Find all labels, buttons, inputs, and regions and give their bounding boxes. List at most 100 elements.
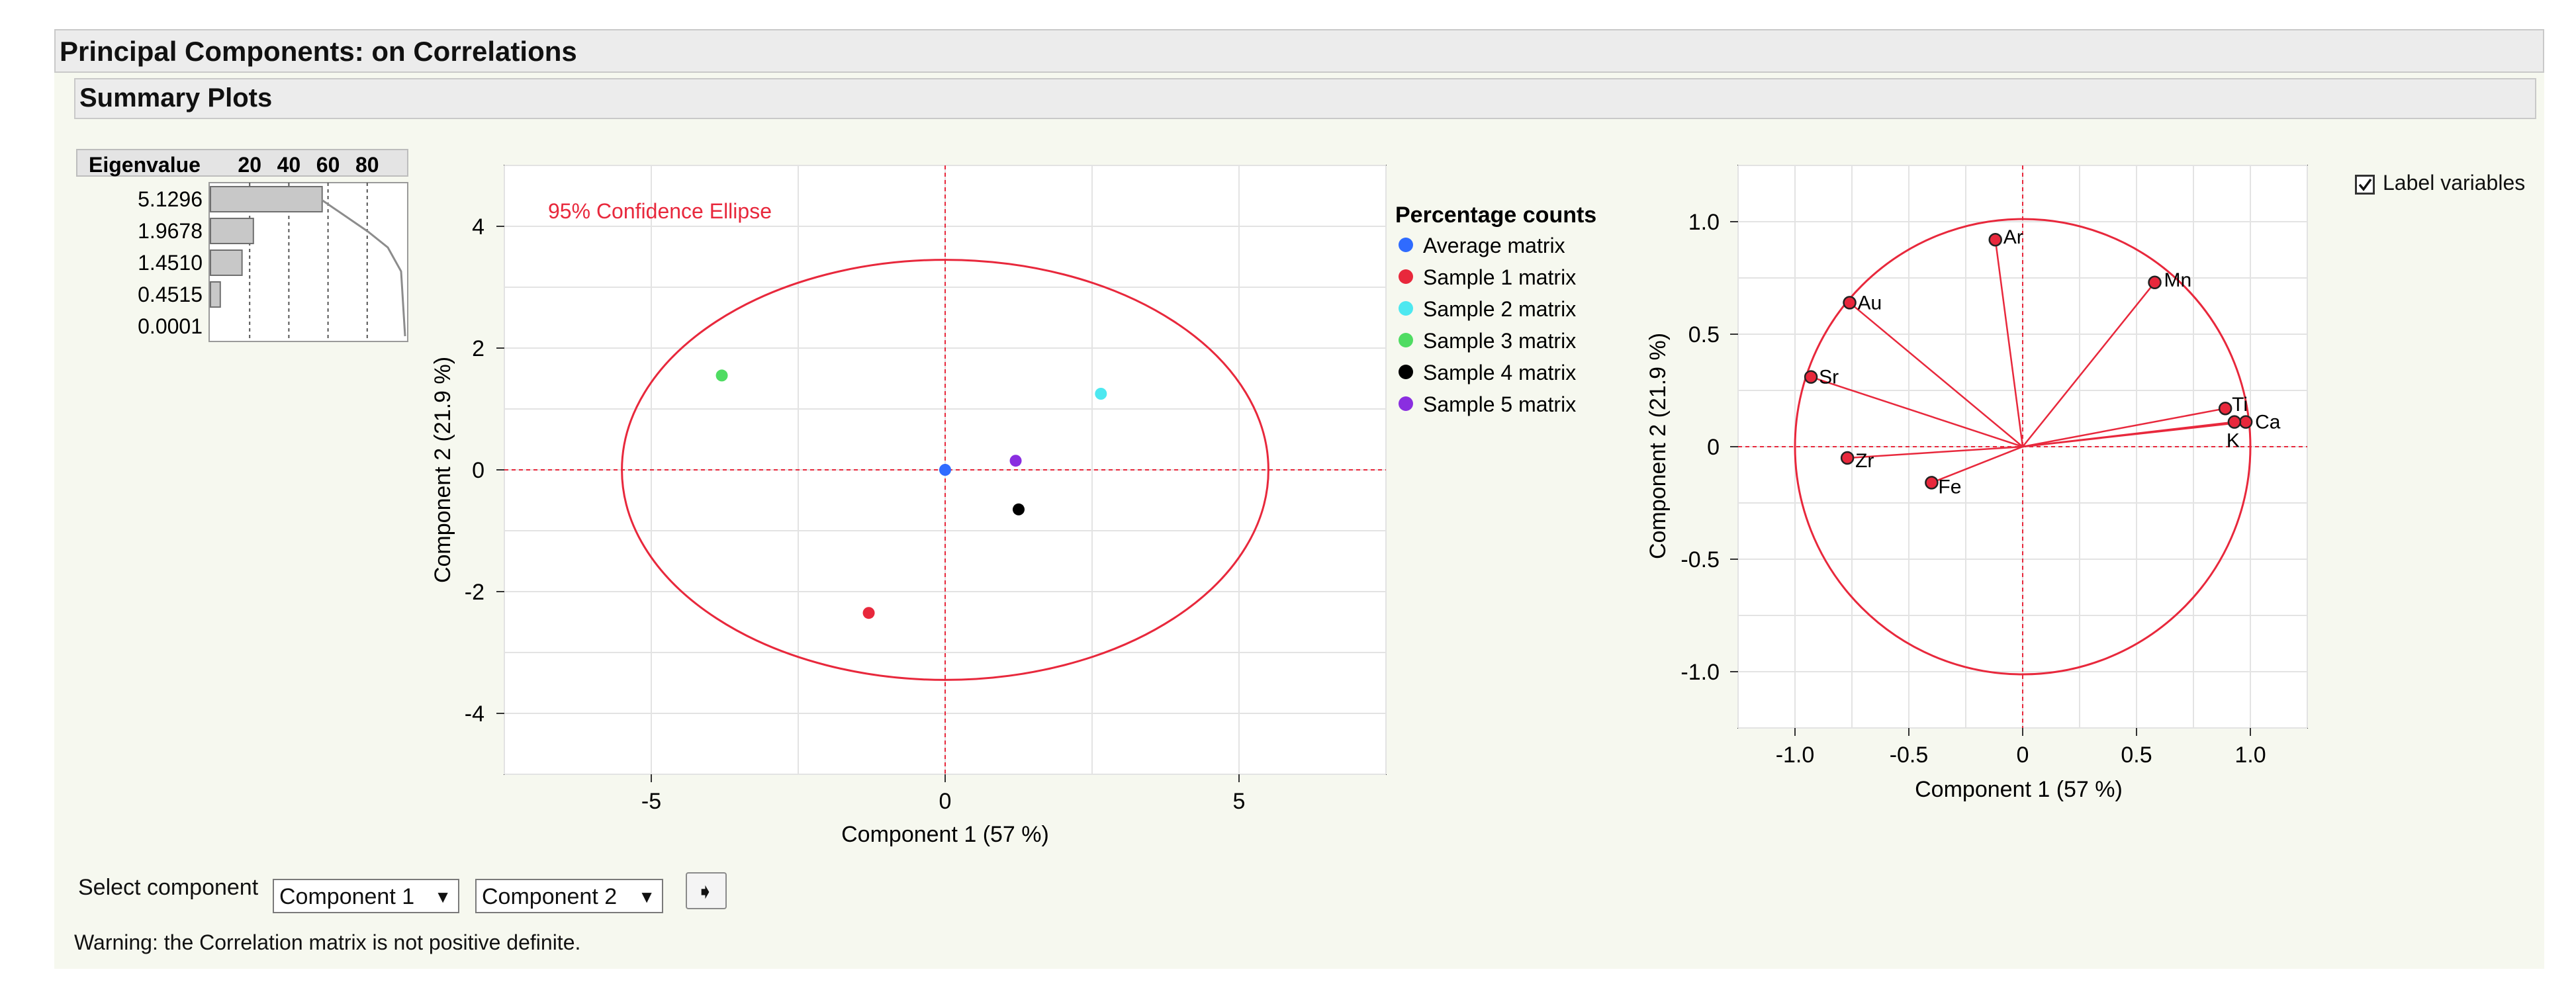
- variable-label: Fe: [1938, 476, 1961, 498]
- eigen-bar: [210, 218, 254, 244]
- loading-vector: [1810, 376, 2023, 448]
- legend-title: Percentage counts: [1395, 202, 1596, 228]
- y-tick-label: 0: [1707, 435, 1720, 460]
- variable-label: Ca: [2255, 412, 2281, 433]
- unit-circle: [1794, 218, 2252, 676]
- variable-label: Au: [1858, 292, 1882, 314]
- eigen-tick-label: 60: [316, 153, 340, 177]
- ellipse-annotation: 95% Confidence Ellipse: [548, 199, 772, 223]
- score-x-label: Component 1 (57 %): [841, 822, 1049, 847]
- component-x-select[interactable]: Component 1 ▼: [273, 879, 459, 913]
- legend-item-label: Sample 1 matrix: [1423, 265, 1576, 289]
- label-variables-label: Label variables: [2383, 171, 2526, 195]
- y-tick-label: -4: [465, 701, 484, 727]
- variable-label: Mn: [2164, 269, 2192, 291]
- legend-marker: [1399, 301, 1413, 316]
- section-title: Principal Components: on Correlations: [60, 36, 577, 67]
- y-tick-label: 1.0: [1688, 210, 1720, 235]
- loading-point: [1804, 370, 1818, 384]
- eigenvalue-chart: Eigenvalue 20 40 60 80 5.1296 1.9678 1.4510 0.…: [76, 149, 408, 342]
- legend-item-label: Sample 5 matrix: [1423, 392, 1576, 416]
- variable-label: Zr: [1855, 450, 1874, 472]
- loading-x-label: Component 1 (57 %): [1915, 777, 2123, 802]
- score-point: [715, 369, 728, 382]
- x-tick-label: -0.5: [1890, 742, 1929, 768]
- loading-point: [2238, 415, 2253, 429]
- warning-message: Warning: the Correlation matrix is not p…: [74, 930, 581, 954]
- y-tick-label: 4: [472, 214, 484, 240]
- loading-vector: [1931, 445, 2023, 484]
- eigen-tick-label: 80: [355, 153, 379, 177]
- legend-marker: [1399, 269, 1413, 284]
- component-y-select[interactable]: Component 2 ▼: [475, 879, 663, 913]
- component-x-value: Component 1: [279, 884, 415, 909]
- apply-components-button[interactable]: ➧: [686, 872, 727, 909]
- eigenvalue: 0.4515: [138, 283, 203, 306]
- chevron-down-icon: ▼: [638, 887, 655, 907]
- x-tick-label: 5: [1233, 789, 1246, 814]
- score-point: [1009, 455, 1022, 467]
- loading-point: [2148, 275, 2162, 290]
- arrow-right-icon: ➧: [696, 879, 714, 903]
- select-component-label: Select component: [78, 875, 259, 900]
- eigen-bar: [210, 249, 243, 276]
- loading-point: [1843, 296, 1857, 310]
- legend-marker: [1399, 333, 1413, 347]
- loading-plot: -1.0 -0.5 0 0.5 1.0 1.0 0.5 0 -0.5 -1.0 Ar Mn Au Sr T…: [1645, 165, 2308, 802]
- loading-vector: [1849, 302, 2023, 447]
- loading-point: [1925, 476, 1939, 490]
- eigen-header-bg: [76, 149, 408, 177]
- legend-marker: [1399, 365, 1413, 379]
- legend-marker: [1399, 396, 1413, 411]
- checkmark-icon: [2358, 178, 2372, 191]
- variable-label: Ti: [2232, 394, 2248, 416]
- y-tick-label: 2: [472, 336, 484, 361]
- legend-marker: [1399, 238, 1413, 252]
- loading-vector: [2022, 282, 2156, 447]
- component-y-value: Component 2: [482, 884, 618, 909]
- score-point: [862, 607, 875, 619]
- variable-label: Ar: [2003, 226, 2023, 248]
- eigen-header: Eigenvalue: [89, 153, 201, 177]
- eigen-tick-label: 20: [238, 153, 261, 177]
- legend-item-label: Sample 3 matrix: [1423, 329, 1576, 353]
- subsection-title: Summary Plots: [79, 83, 273, 112]
- x-tick-label: 0: [2017, 742, 2029, 768]
- y-tick-label: -0.5: [1680, 547, 1720, 572]
- y-tick-label: -2: [465, 580, 484, 605]
- section-header[interactable]: Principal Components: on Correlations: [54, 29, 2544, 73]
- x-tick-label: -1.0: [1776, 742, 1815, 768]
- legend-item-label: Sample 4 matrix: [1423, 361, 1576, 384]
- loading-point: [1840, 451, 1855, 465]
- eigenvalue: 1.9678: [138, 219, 203, 243]
- subsection-header[interactable]: Summary Plots: [74, 78, 2536, 119]
- loading-point: [1988, 232, 2002, 247]
- loading-vector: [2022, 421, 2235, 448]
- loading-point: [2218, 401, 2232, 416]
- eigenvalue: 0.0001: [138, 314, 203, 338]
- variable-label: Sr: [1819, 367, 1839, 388]
- x-tick-label: 1.0: [2234, 742, 2266, 768]
- y-tick-label: -1.0: [1680, 660, 1720, 685]
- y-tick-label: 0.5: [1688, 322, 1720, 347]
- x-tick-label: 0.5: [2121, 742, 2152, 768]
- eigenvalue: 5.1296: [138, 187, 203, 211]
- legend: Percentage counts Average matrix Sample 1…: [1395, 202, 1596, 416]
- score-point: [1013, 503, 1025, 516]
- x-tick-label: 0: [939, 789, 952, 814]
- loading-vector: [1847, 445, 2023, 459]
- x-tick-label: -5: [641, 789, 661, 814]
- legend-item-label: Sample 2 matrix: [1423, 297, 1576, 321]
- confidence-ellipse: [621, 259, 1269, 681]
- eigen-bar: [210, 186, 323, 212]
- loading-vector: [2022, 407, 2226, 448]
- variable-label: K: [2227, 430, 2240, 452]
- legend-item-label: Average matrix: [1423, 234, 1565, 257]
- eigen-tick-label: 40: [277, 153, 301, 177]
- loading-point: [2227, 415, 2242, 429]
- loading-vector: [1994, 240, 2024, 447]
- scree-line: [321, 199, 406, 337]
- chevron-down-icon: ▼: [434, 887, 451, 907]
- label-variables-checkbox[interactable]: [2355, 175, 2375, 195]
